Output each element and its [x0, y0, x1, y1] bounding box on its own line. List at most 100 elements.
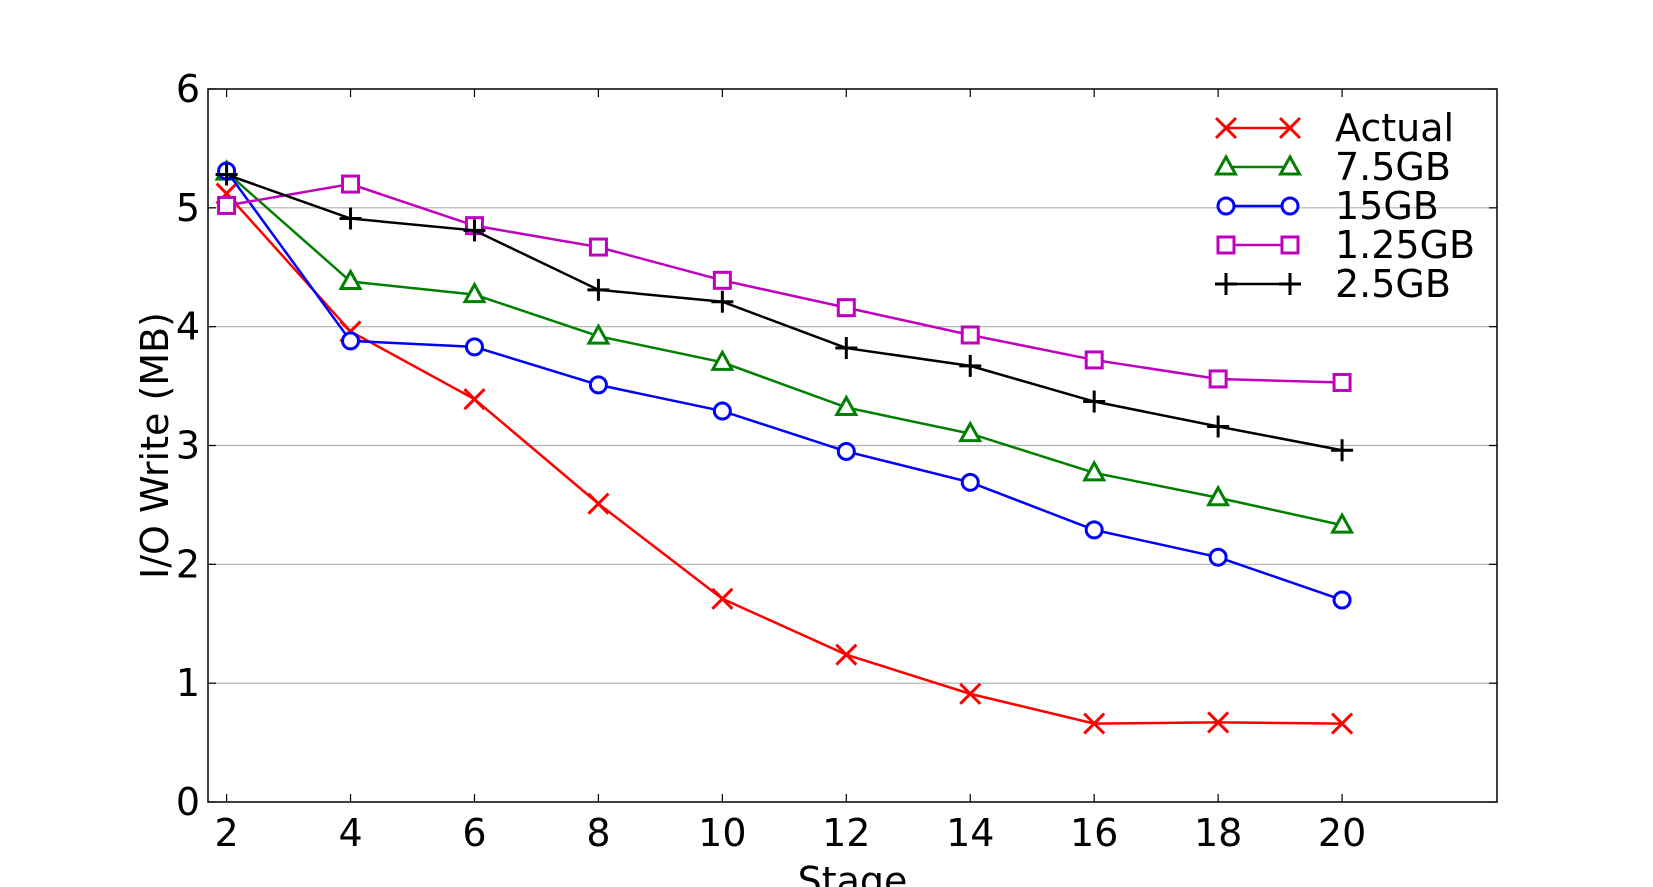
x-marker: [587, 492, 610, 515]
triangle-marker: [1082, 459, 1107, 482]
x-marker-stroke: [1278, 116, 1302, 140]
x-tick-label: 8: [586, 811, 610, 855]
legend-label: 7.5GB: [1335, 145, 1451, 189]
circle-marker: [1216, 196, 1236, 216]
series-line: [226, 173, 1343, 452]
triangle-marker: [1206, 484, 1231, 507]
legend-label: Actual: [1335, 106, 1454, 150]
triangle-marker: [710, 349, 735, 371]
square-marker: [1208, 369, 1228, 389]
series-2-5gb: [215, 163, 1354, 462]
x-tick-label: 20: [1318, 811, 1366, 855]
x-marker: [835, 643, 858, 666]
y-tick-label: 6: [176, 67, 200, 111]
circle-marker: [712, 401, 732, 421]
legend-entry: 2.5GB: [1215, 262, 1451, 306]
series-actual: [215, 182, 1354, 735]
circle-marker: [1084, 520, 1104, 540]
legend-label: 1.25GB: [1335, 223, 1475, 267]
square-marker: [1084, 350, 1104, 370]
x-tick-label: 12: [822, 811, 870, 855]
circle-marker: [464, 337, 484, 357]
y-tick-label: 4: [176, 305, 200, 349]
plus-marker: [339, 207, 362, 230]
triangle-marker: [338, 268, 363, 291]
plus-marker: [835, 337, 858, 360]
square-marker: [1332, 373, 1352, 393]
x-marker-stroke: [835, 643, 858, 666]
square-marker: [341, 174, 361, 194]
square-marker: [1216, 235, 1236, 255]
data-series: [214, 159, 1355, 735]
circle-marker: [1280, 196, 1300, 216]
y-tick-label: 2: [176, 542, 200, 586]
x-marker-stroke: [711, 587, 734, 610]
x-marker: [959, 682, 982, 705]
x-marker-stroke: [1083, 712, 1106, 735]
circle-marker: [836, 441, 856, 461]
legend-label: 15GB: [1335, 184, 1439, 228]
x-tick-label: 6: [462, 811, 486, 855]
plus-marker: [959, 354, 982, 377]
y-axis-title: I/O Write (MB): [133, 312, 177, 579]
triangle-marker: [1330, 512, 1355, 534]
circle-marker: [960, 472, 980, 492]
circle-marker: [1208, 547, 1228, 567]
plus-marker: [215, 163, 238, 186]
x-marker: [463, 388, 486, 411]
circle-marker: [588, 375, 608, 395]
x-marker: [1214, 116, 1238, 140]
plus-marker: [463, 219, 486, 242]
square-marker: [217, 195, 237, 215]
square-marker: [712, 270, 732, 290]
x-tick-label: 2: [214, 811, 238, 855]
square-marker: [588, 237, 608, 257]
plus-marker: [1331, 439, 1354, 462]
circle-marker: [1332, 590, 1352, 610]
plus-marker: [587, 278, 610, 301]
x-marker-stroke: [1207, 711, 1230, 734]
x-marker: [1331, 712, 1354, 735]
series-7-5gb: [214, 159, 1355, 534]
legend-entry: 1.25GB: [1216, 223, 1475, 267]
x-marker-stroke: [1214, 116, 1238, 140]
y-tick-label: 3: [176, 424, 200, 468]
x-marker-stroke: [1331, 712, 1354, 735]
x-marker: [1278, 116, 1302, 140]
triangle-marker: [1277, 153, 1303, 176]
x-marker: [711, 587, 734, 610]
plus-marker: [1083, 390, 1106, 413]
legend-entry: 15GB: [1216, 184, 1439, 228]
x-marker-stroke: [463, 388, 486, 411]
legend-entry: Actual: [1214, 106, 1454, 150]
x-axis-title: Stage: [798, 859, 908, 887]
plus-marker: [711, 290, 734, 313]
circle-marker: [341, 331, 361, 351]
y-tick-label: 1: [176, 661, 200, 705]
plus-marker: [1279, 273, 1301, 295]
legend-entry: 7.5GB: [1213, 145, 1451, 189]
triangle-marker: [1213, 153, 1239, 176]
x-tick-label: 14: [946, 811, 994, 855]
x-marker: [1083, 712, 1106, 735]
triangle-marker: [958, 420, 983, 443]
x-tick-label: 4: [338, 811, 362, 855]
legend-label: 2.5GB: [1335, 262, 1451, 306]
x-tick-label: 18: [1194, 811, 1242, 855]
x-marker: [1207, 711, 1230, 734]
x-marker-stroke: [587, 492, 610, 515]
series-line: [225, 192, 1343, 725]
square-marker: [836, 298, 856, 318]
square-marker: [1280, 235, 1300, 255]
y-tick-label: 0: [176, 780, 200, 824]
series-line: [226, 182, 1343, 384]
series-line: [225, 171, 1343, 527]
triangle-marker: [834, 394, 859, 416]
plus-marker: [1207, 415, 1230, 438]
series-line: [225, 170, 1343, 602]
triangle-marker: [462, 281, 487, 304]
square-marker: [960, 325, 980, 345]
